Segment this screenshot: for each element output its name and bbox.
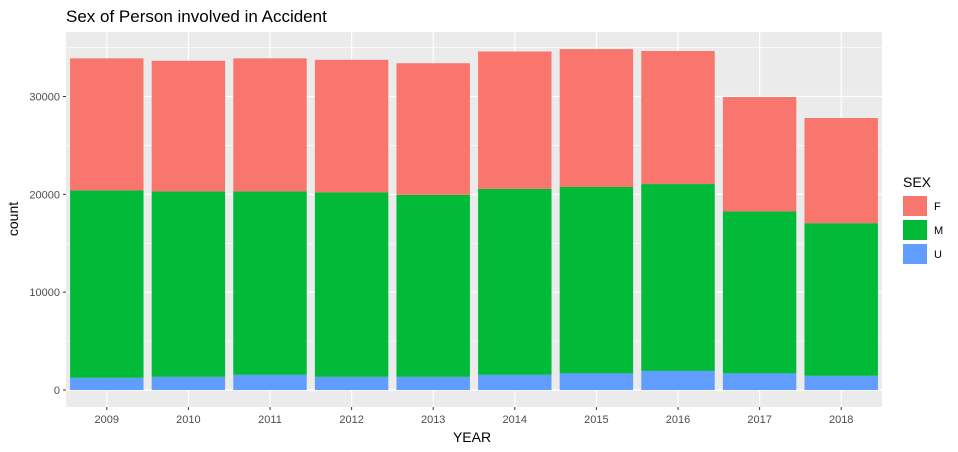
bar-U-2018 [804,375,878,390]
legend-swatch-U [903,244,927,264]
legend-swatch-M [903,220,927,240]
bar-M-2013 [396,194,470,377]
x-tick-label: 2010 [176,414,200,426]
y-tick-label: 30000 [29,92,60,104]
legend-label-F: F [934,201,941,213]
bar-U-2017 [722,373,797,390]
x-tick-label: 2014 [503,414,527,426]
bar-F-2018 [804,118,878,224]
bar-M-2017 [722,211,797,374]
bar-F-2015 [559,49,634,187]
bar-M-2016 [641,184,715,371]
y-tick-label: 10000 [29,287,60,299]
y-tick-label: 20000 [29,189,60,201]
bar-U-2016 [641,370,715,390]
bar-U-2011 [233,374,307,390]
bar-M-2011 [233,191,307,375]
x-axis-title: YEAR [453,429,491,445]
bar-F-2017 [722,96,797,212]
legend: SEX FMU [903,174,943,264]
bar-U-2013 [396,376,470,390]
x-tick-label: 2018 [829,414,853,426]
legend-title: SEX [903,174,932,190]
x-axis: 2009 2010 2011 2012 2013 2014 2015 2016 2017 2018 [95,407,853,426]
bar-F-2014 [478,51,552,189]
bar-F-2010 [151,60,226,192]
y-axis: 0 10000 20000 30000 [29,92,66,397]
y-tick-label: 0 [54,385,60,397]
chart-title: Sex of Person involved in Accident [66,7,327,26]
bar-U-2015 [559,373,634,390]
bar-M-2012 [314,192,389,377]
x-tick-label: 2012 [339,414,363,426]
legend-label-U: U [934,249,942,261]
y-axis-title: count [5,202,21,236]
x-tick-label: 2013 [421,414,445,426]
bar-M-2014 [478,188,552,375]
bar-M-2015 [559,186,634,374]
bar-U-2010 [151,376,226,390]
bar-U-2012 [314,376,389,390]
x-tick-label: 2011 [258,414,282,426]
bars [70,49,878,390]
bar-M-2018 [804,223,878,376]
x-tick-label: 2015 [584,414,608,426]
x-tick-label: 2016 [666,414,690,426]
x-tick-label: 2017 [747,414,771,426]
bar-M-2009 [70,190,144,378]
bar-U-2009 [70,377,144,390]
bar-F-2012 [314,59,389,193]
bar-F-2016 [641,51,715,185]
bar-U-2014 [478,374,552,390]
legend-label-M: M [934,225,943,237]
bar-M-2010 [151,191,226,377]
bar-F-2009 [70,58,144,191]
x-tick-label: 2009 [95,414,119,426]
legend-swatch-F [903,196,927,216]
bar-F-2011 [233,58,307,192]
bar-F-2013 [396,63,470,195]
